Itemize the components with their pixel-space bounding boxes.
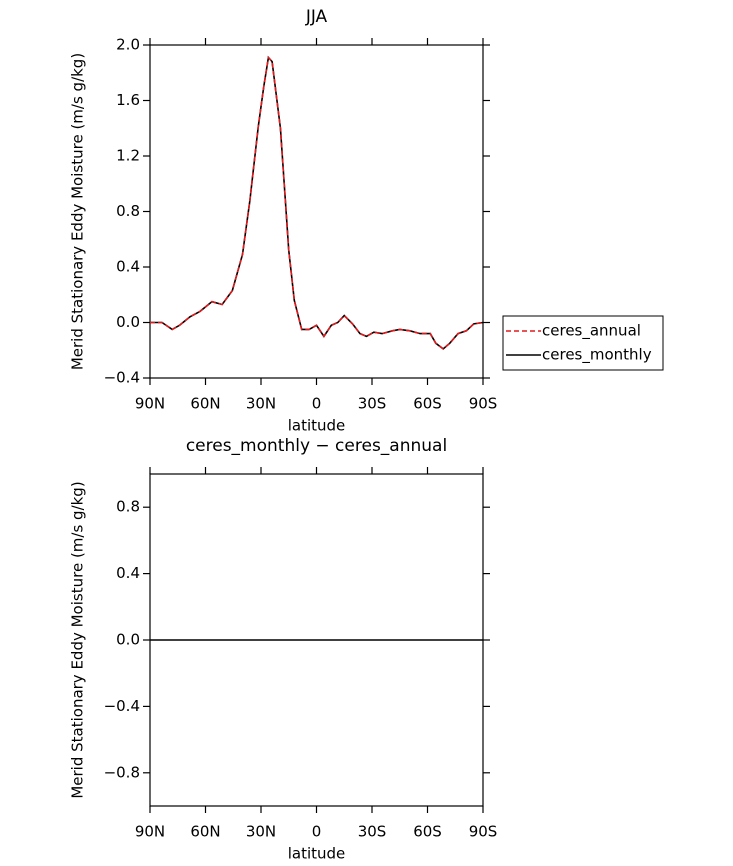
y-tick-label: 1.6 [116,91,140,109]
x-tick-label: 90S [469,395,498,413]
x-axis-label: latitude [288,845,346,863]
x-tick-label: 30S [358,395,387,413]
x-tick-label: 60S [413,395,442,413]
x-tick-label: 30N [246,395,276,413]
x-axis-label: latitude [288,417,346,435]
y-axis-label: Merid Stationary Eddy Moisture (m/s g/kg… [69,53,87,370]
legend-label: ceres_annual [542,322,641,341]
y-tick-label: 0.4 [116,258,140,276]
plot-frame [149,44,484,379]
y-tick-label: 0.8 [116,202,140,220]
y-axis-label: Merid Stationary Eddy Moisture (m/s g/kg… [69,481,87,798]
y-tick-label: 0.8 [116,498,140,516]
y-tick-label: 0.4 [116,564,140,582]
y-tick-label: −0.8 [104,763,140,781]
y-tick-label: −0.4 [104,369,140,387]
legend-label: ceres_monthly [542,346,652,365]
y-tick-label: 2.0 [116,36,140,54]
x-tick-label: 0 [312,823,322,841]
y-tick-label: −0.4 [104,697,140,715]
x-tick-label: 60S [413,823,442,841]
data-line [150,55,484,350]
chart-title: JJA [305,7,328,27]
x-tick-label: 90N [135,395,165,413]
chart-title: ceres_monthly − ceres_annual [186,436,447,456]
y-tick-label: 1.2 [116,147,140,165]
y-tick-label: 0.0 [116,313,140,331]
x-tick-label: 90N [135,823,165,841]
x-tick-label: 90S [469,823,498,841]
x-tick-label: 0 [312,395,322,413]
legend-box [502,315,664,371]
x-tick-label: 60N [190,823,220,841]
y-tick-label: 0.0 [116,631,140,649]
x-tick-label: 30N [246,823,276,841]
x-tick-label: 30S [358,823,387,841]
x-tick-label: 60N [190,395,220,413]
data-line [150,55,484,350]
